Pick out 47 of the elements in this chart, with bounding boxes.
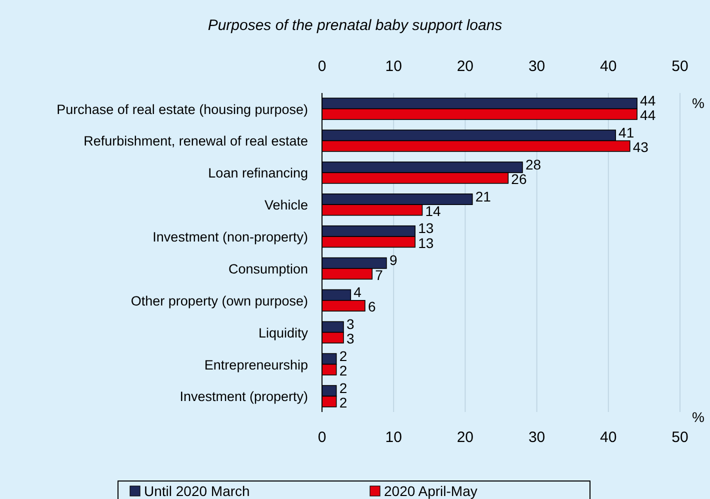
y-tick-label: Entrepreneurship (204, 357, 308, 372)
data-label: 3 (346, 330, 354, 347)
legend-label: Until 2020 March (144, 483, 250, 499)
data-label: 9 (389, 252, 398, 268)
y-tick-label: Other property (own purpose) (130, 293, 308, 308)
x-tick-label: 0 (318, 429, 326, 446)
y-tick-label: Investment (property) (180, 389, 308, 404)
data-label: 2 (339, 394, 348, 411)
x2-tick-label: 40 (600, 58, 617, 75)
data-label: 13 (418, 220, 434, 236)
text: % (692, 409, 704, 425)
data-label: 7 (375, 266, 384, 283)
y-tick-label: Vehicle (264, 198, 308, 213)
data-label: 6 (368, 298, 376, 315)
data-label: 28 (525, 156, 542, 172)
data-label: 2 (339, 362, 348, 379)
x2-tick-label: 0 (318, 58, 326, 75)
x2-tick-label: 10 (385, 58, 402, 75)
data-label: 41 (618, 124, 634, 140)
x-tick-label: 40 (600, 429, 617, 446)
data-label: 14 (425, 202, 442, 219)
data-label: 43 (632, 139, 649, 156)
x-tick-label: 10 (385, 429, 402, 446)
data-label: 44 (640, 92, 656, 108)
x2-tick-label: 50 (672, 58, 688, 75)
y-tick-label: Purchase of real estate (housing purpose) (56, 102, 308, 117)
y-tick-label: Liquidity (258, 325, 308, 340)
x-tick-label: 20 (456, 429, 474, 446)
text: % (692, 95, 704, 111)
y-tick-label: Consumption (228, 261, 308, 276)
legend-label: 2020 April-May (384, 483, 478, 499)
data-label: 2 (339, 348, 348, 364)
y-tick-label: Investment (non-property) (152, 230, 308, 245)
data-label: 44 (640, 107, 656, 124)
data-label: 21 (475, 188, 492, 204)
data-label: 2 (339, 380, 348, 396)
data-label: 13 (418, 234, 434, 251)
x-tick-label: 50 (672, 429, 688, 446)
x2-tick-label: 30 (528, 58, 546, 75)
data-label: 26 (511, 171, 527, 188)
x2-tick-label: 20 (456, 58, 474, 75)
x-tick-label: 30 (528, 429, 546, 446)
data-label: 3 (346, 316, 354, 332)
chart-title: Purposes of the prenatal baby support loans (208, 17, 503, 34)
y-tick-label: Refurbishment, renewal of real estate (84, 134, 308, 149)
data-label: 4 (354, 284, 362, 300)
y-tick-label: Loan refinancing (208, 166, 308, 181)
